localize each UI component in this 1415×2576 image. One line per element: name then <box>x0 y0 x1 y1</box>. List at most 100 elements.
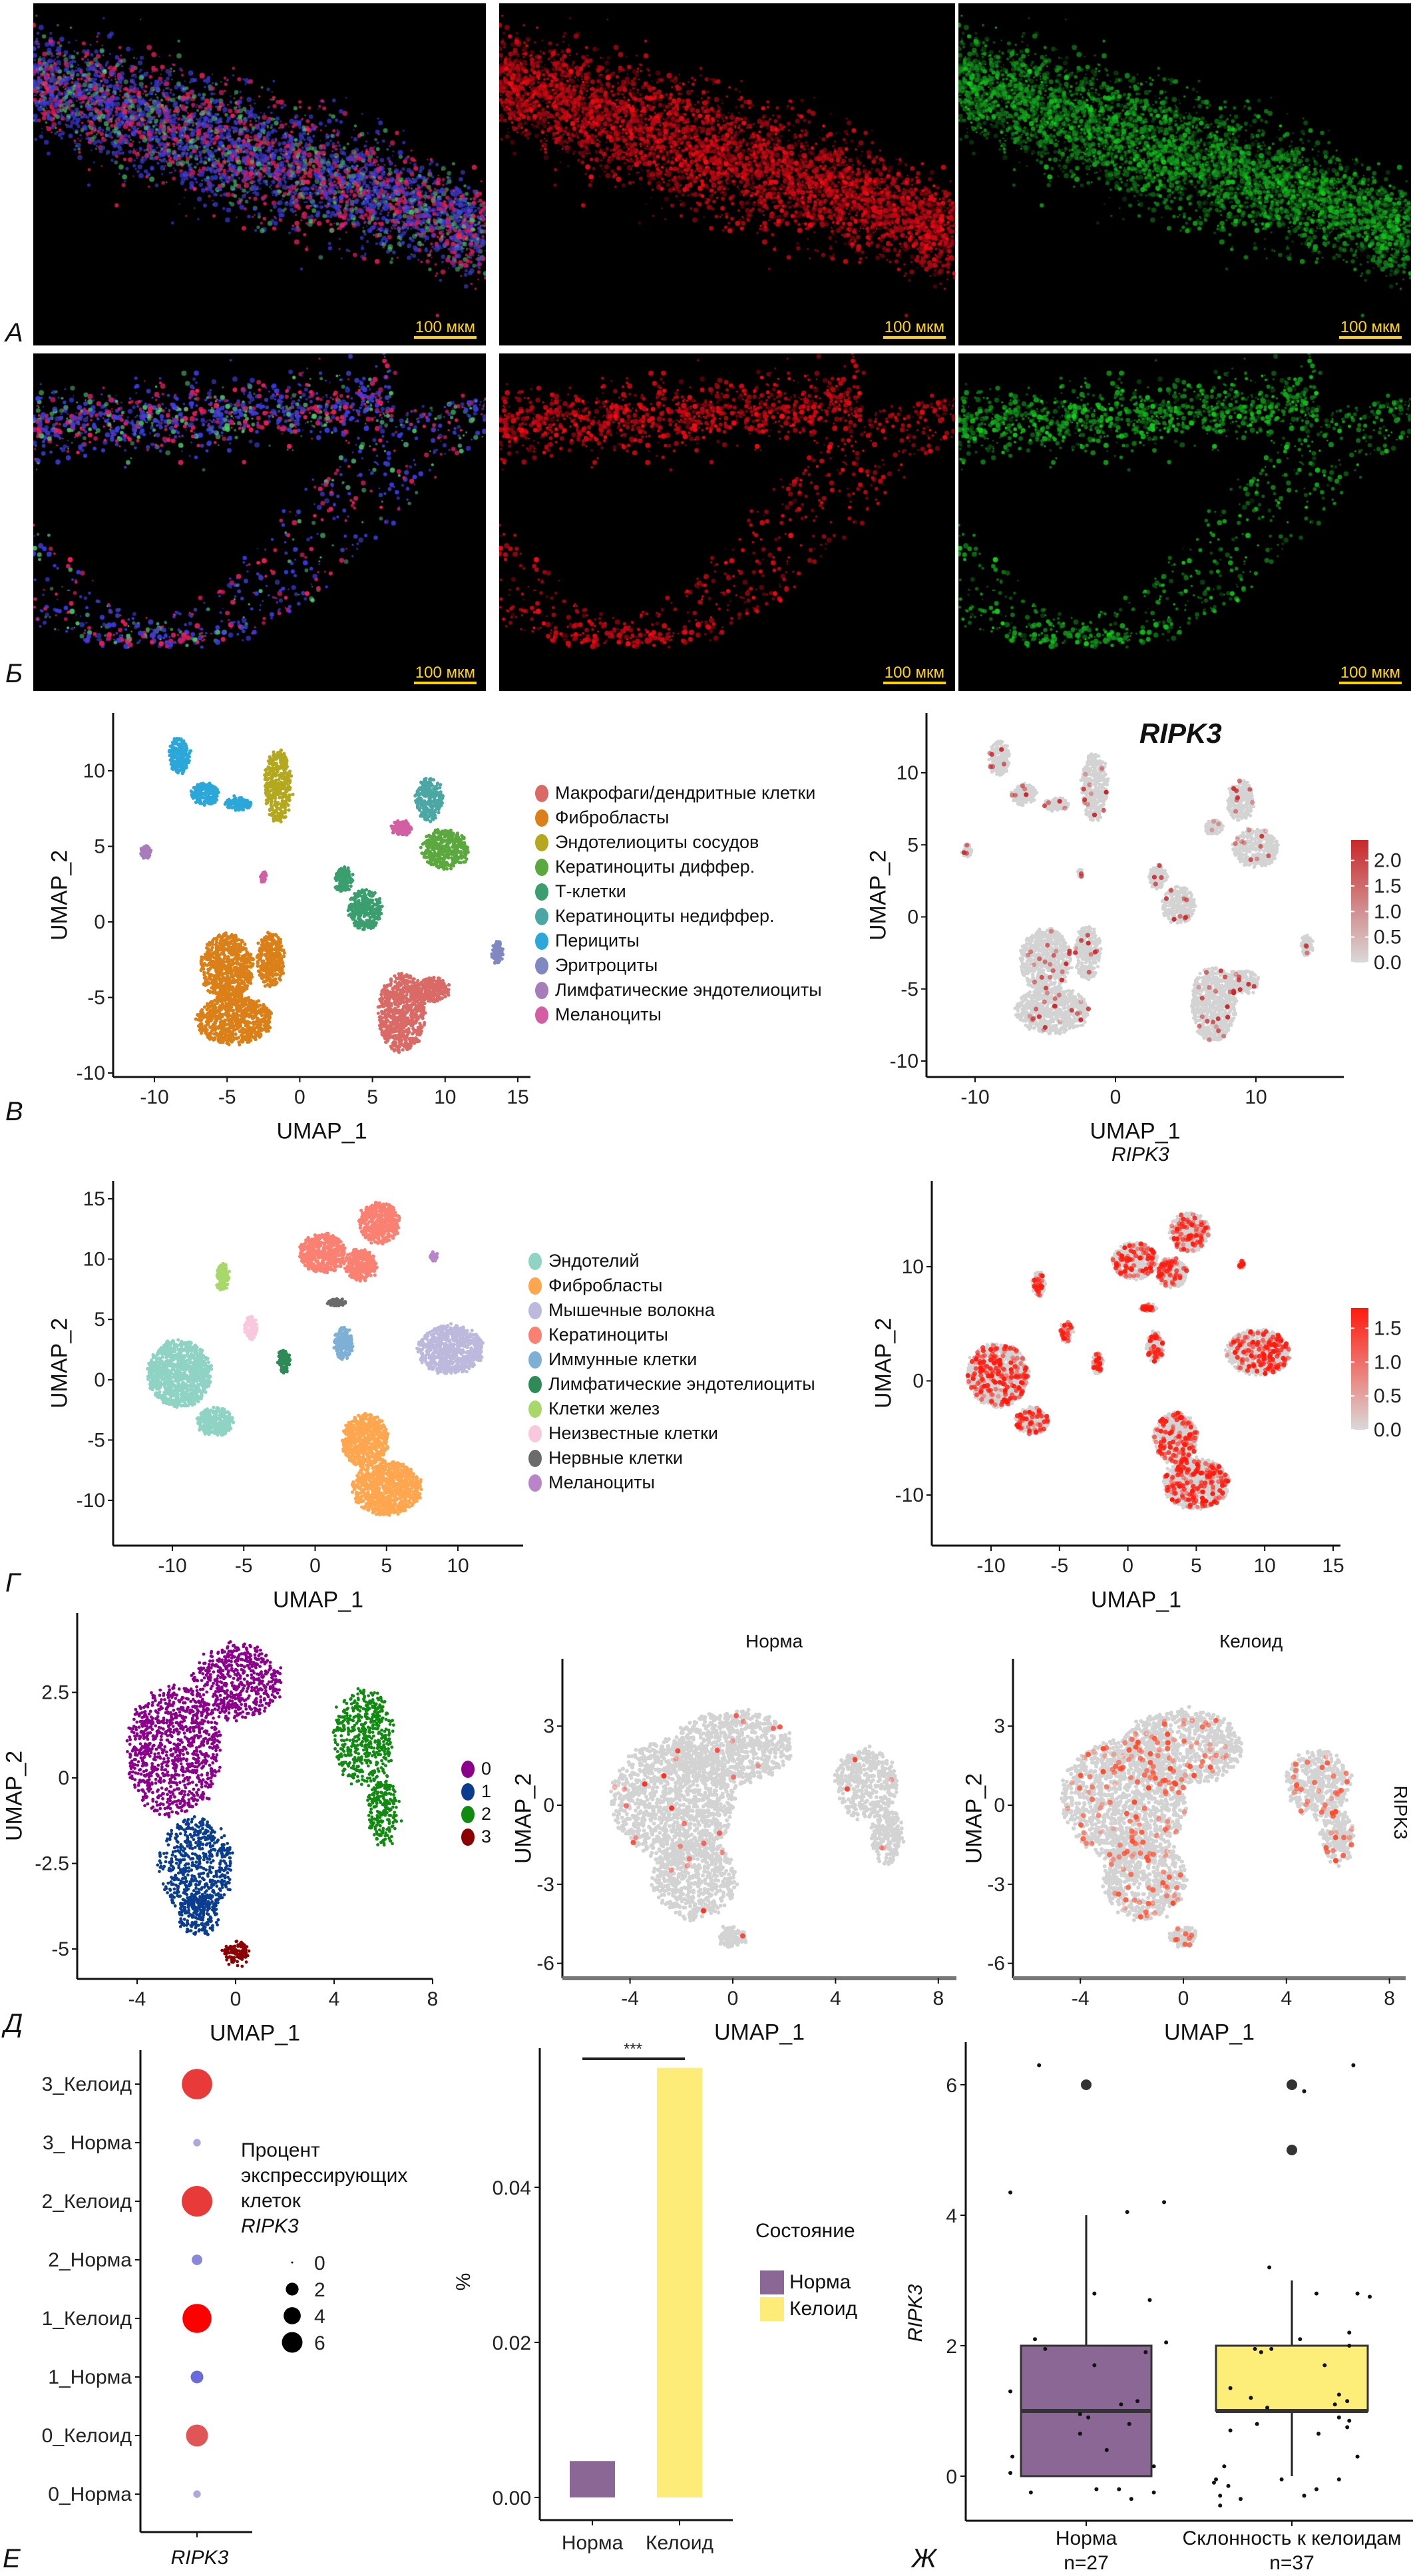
umap-point <box>395 977 398 980</box>
umap-point <box>413 998 416 1002</box>
umap-point <box>417 1005 420 1008</box>
umap-point <box>447 983 451 986</box>
umap-point <box>378 998 381 1001</box>
umap-point <box>391 1042 395 1045</box>
umap-point <box>417 987 421 990</box>
umap-point <box>407 1019 411 1022</box>
umap-point <box>404 1006 407 1009</box>
umap-point <box>427 989 431 992</box>
umap-point <box>443 995 447 998</box>
umap-point <box>389 984 392 987</box>
umap-point <box>407 980 410 984</box>
umap-point <box>389 977 393 980</box>
v-cluster-points <box>139 737 505 1054</box>
umap-point <box>437 978 441 981</box>
umap-point <box>403 982 406 985</box>
umap-point <box>399 1000 403 1003</box>
umap-point <box>399 1026 402 1030</box>
umap-point <box>413 1030 416 1033</box>
umap-point <box>447 988 451 991</box>
umap-point <box>383 1030 387 1034</box>
umap-point <box>385 1014 388 1017</box>
umap-point <box>418 1022 421 1025</box>
umap-point <box>377 1005 380 1008</box>
umap-point <box>402 995 405 998</box>
umap-point <box>429 984 433 988</box>
umap-point <box>393 986 397 989</box>
umap-point <box>440 982 443 986</box>
umap-point <box>425 983 428 986</box>
umap-point <box>381 1004 384 1007</box>
umap-point <box>401 1044 405 1047</box>
umap-point <box>424 978 427 981</box>
umap-point <box>411 1020 415 1024</box>
umap-point <box>421 1015 424 1018</box>
umap-point <box>405 1048 409 1051</box>
umap-point <box>402 986 405 990</box>
umap-point <box>424 987 427 990</box>
umap-point <box>394 1011 397 1014</box>
umap-point <box>433 989 437 992</box>
umap-point <box>387 1026 391 1030</box>
umap-point <box>397 1046 400 1050</box>
umap-point <box>396 1000 399 1003</box>
umap-point <box>379 1026 382 1030</box>
umap-point <box>392 1015 395 1018</box>
umap-point <box>385 990 388 993</box>
umap-point <box>444 984 447 988</box>
umap-point <box>385 1000 389 1003</box>
umap-point <box>401 1016 404 1020</box>
umap-point <box>401 1034 405 1037</box>
umap-point <box>430 977 433 980</box>
umap-point <box>395 1018 399 1021</box>
umap-point <box>381 988 385 991</box>
umap-point <box>434 982 437 986</box>
umap-point <box>381 1033 384 1036</box>
umap-point <box>398 1040 401 1044</box>
umap-point <box>419 1002 423 1006</box>
umap-point <box>389 1030 393 1034</box>
umap-point <box>387 1007 391 1010</box>
umap-point <box>419 1025 422 1028</box>
umap-point <box>377 1012 380 1015</box>
umap-point <box>440 986 443 990</box>
umap-point <box>386 1019 389 1022</box>
umap-point <box>392 997 395 1000</box>
umap-point <box>427 994 431 998</box>
umap-point <box>399 1013 403 1016</box>
umap-point <box>403 1037 407 1040</box>
umap-point <box>381 1021 384 1024</box>
umap-point <box>394 993 397 996</box>
umap-point <box>386 984 389 987</box>
umap-point <box>399 1010 402 1014</box>
umap-point <box>419 990 422 994</box>
umap-point <box>399 983 403 986</box>
umap-point <box>430 981 433 984</box>
umap-point <box>422 996 425 1000</box>
umap-point <box>405 990 409 994</box>
umap-point <box>405 1000 409 1004</box>
umap-point <box>385 1040 388 1044</box>
umap-point <box>404 1029 407 1032</box>
umap-point <box>389 990 392 994</box>
umap-point <box>405 975 409 978</box>
umap-point <box>397 988 400 991</box>
umap-point <box>400 978 403 981</box>
umap-point <box>436 996 439 1000</box>
umap-point <box>415 1020 418 1024</box>
umap-point <box>431 996 434 1000</box>
umap-point <box>389 1021 393 1024</box>
umap-point <box>443 990 447 993</box>
umap-point <box>388 996 391 1000</box>
umap-point <box>397 1050 401 1054</box>
umap-point <box>405 987 409 990</box>
umap-point <box>413 1002 417 1006</box>
umap-point <box>414 993 417 996</box>
umap-point <box>409 1041 413 1044</box>
umap-point <box>436 985 439 988</box>
umap-point <box>416 979 419 982</box>
umap-point <box>421 982 424 985</box>
umap-point <box>419 1032 423 1035</box>
umap-point <box>397 1004 400 1008</box>
